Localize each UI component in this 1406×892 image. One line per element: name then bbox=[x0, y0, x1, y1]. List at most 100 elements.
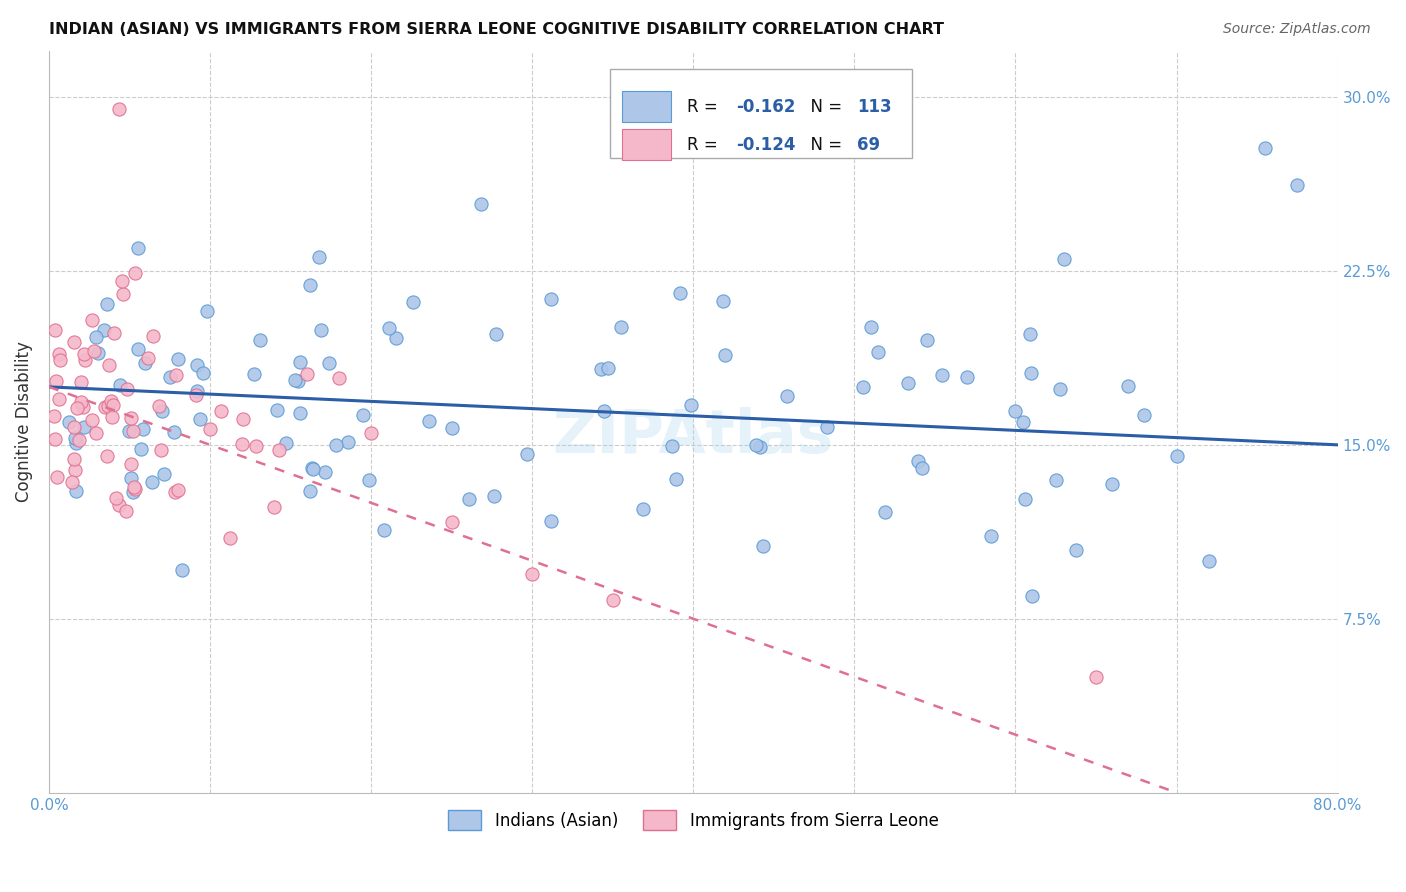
Point bbox=[859, 319, 882, 334]
Point bbox=[124, 482, 146, 496]
Point bbox=[87, 346, 110, 360]
Point bbox=[1049, 383, 1071, 397]
Point bbox=[915, 333, 938, 347]
Point bbox=[299, 484, 322, 499]
Point bbox=[48, 392, 70, 406]
Point bbox=[249, 333, 271, 347]
Point bbox=[93, 323, 115, 337]
Point bbox=[284, 373, 307, 387]
Point bbox=[266, 403, 288, 417]
Point bbox=[198, 422, 221, 436]
Point bbox=[48, 347, 70, 361]
Point bbox=[70, 394, 93, 409]
Point bbox=[159, 370, 181, 384]
Point bbox=[1019, 326, 1042, 341]
Point bbox=[302, 462, 325, 476]
Point bbox=[956, 369, 979, 384]
Point bbox=[101, 410, 124, 425]
Point bbox=[931, 368, 953, 383]
Point bbox=[63, 420, 86, 434]
Point bbox=[120, 410, 142, 425]
Point bbox=[94, 401, 117, 415]
Text: Source: ZipAtlas.com: Source: ZipAtlas.com bbox=[1223, 22, 1371, 37]
Point bbox=[357, 473, 380, 487]
Point bbox=[669, 286, 692, 301]
Point bbox=[80, 413, 103, 427]
Point bbox=[148, 399, 170, 413]
Point bbox=[136, 351, 159, 366]
FancyBboxPatch shape bbox=[610, 70, 912, 158]
Point bbox=[714, 348, 737, 362]
Point bbox=[114, 503, 136, 517]
Point bbox=[58, 415, 80, 429]
Point bbox=[269, 443, 291, 458]
Point bbox=[129, 442, 152, 456]
Point bbox=[661, 439, 683, 453]
Point bbox=[105, 491, 128, 506]
Point bbox=[142, 329, 165, 343]
Point bbox=[295, 367, 318, 381]
Point bbox=[122, 424, 145, 438]
Point bbox=[96, 450, 118, 464]
Point bbox=[485, 326, 508, 341]
Point bbox=[127, 242, 149, 256]
Point bbox=[107, 499, 129, 513]
Point bbox=[110, 378, 132, 392]
Point bbox=[108, 102, 131, 116]
Point bbox=[65, 435, 87, 450]
Point bbox=[122, 480, 145, 494]
Point bbox=[911, 461, 934, 475]
Point bbox=[72, 400, 94, 414]
Point bbox=[117, 424, 139, 438]
Text: N =: N = bbox=[800, 97, 848, 116]
Point bbox=[1004, 404, 1026, 418]
Y-axis label: Cognitive Disability: Cognitive Disability bbox=[15, 342, 32, 502]
Text: -0.162: -0.162 bbox=[735, 97, 796, 116]
Point bbox=[287, 375, 309, 389]
Point bbox=[167, 351, 190, 366]
Point bbox=[219, 531, 242, 545]
Bar bbox=[623, 129, 672, 161]
Point bbox=[111, 287, 134, 301]
Point bbox=[120, 471, 142, 485]
Point bbox=[352, 409, 374, 423]
Point bbox=[598, 361, 620, 376]
Point bbox=[122, 484, 145, 499]
Point bbox=[96, 399, 118, 413]
Point bbox=[232, 412, 254, 426]
Point bbox=[418, 414, 440, 428]
Point bbox=[384, 331, 406, 345]
Point bbox=[45, 470, 67, 484]
Point bbox=[1166, 449, 1188, 463]
Point bbox=[66, 401, 89, 415]
Point bbox=[665, 472, 688, 486]
Point bbox=[83, 344, 105, 359]
Point bbox=[141, 475, 163, 489]
Text: 113: 113 bbox=[858, 97, 891, 116]
Point bbox=[73, 353, 96, 368]
Point bbox=[211, 404, 233, 418]
Point bbox=[163, 425, 186, 439]
Point bbox=[73, 347, 96, 361]
Point bbox=[896, 376, 918, 390]
Point bbox=[288, 407, 311, 421]
Point bbox=[522, 566, 544, 581]
Point bbox=[631, 501, 654, 516]
Point bbox=[592, 403, 614, 417]
Point bbox=[482, 489, 505, 503]
Point bbox=[516, 447, 538, 461]
Legend: Indians (Asian), Immigrants from Sierra Leone: Indians (Asian), Immigrants from Sierra … bbox=[441, 804, 945, 837]
Point bbox=[470, 197, 492, 211]
Point bbox=[540, 293, 562, 307]
Point bbox=[1053, 252, 1076, 267]
Point bbox=[1012, 415, 1035, 429]
Point bbox=[62, 334, 84, 349]
Point bbox=[1286, 178, 1309, 193]
Point bbox=[1116, 379, 1139, 393]
Point bbox=[745, 438, 768, 452]
Point bbox=[1133, 408, 1156, 422]
Point bbox=[748, 440, 770, 454]
Point bbox=[65, 483, 87, 498]
Point bbox=[245, 439, 267, 453]
Point bbox=[1085, 670, 1108, 684]
